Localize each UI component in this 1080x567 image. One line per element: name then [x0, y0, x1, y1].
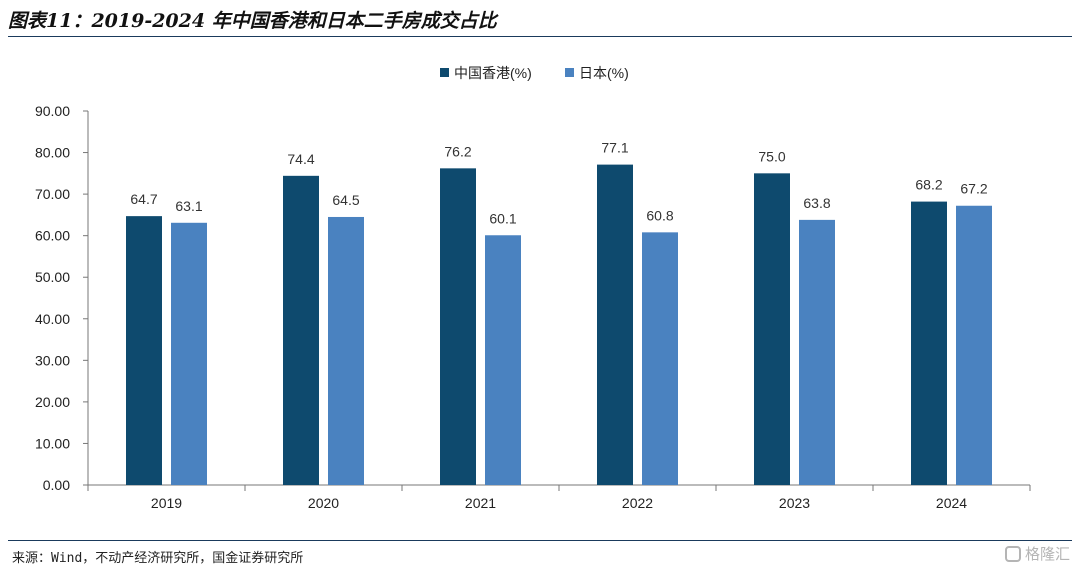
data-label: 68.2 — [915, 177, 942, 193]
y-tick-label: 60.00 — [35, 228, 70, 244]
bar — [328, 216, 364, 485]
bar — [799, 219, 835, 485]
y-tick-label: 70.00 — [35, 186, 70, 202]
bar — [754, 173, 790, 486]
x-tick-label: 2022 — [622, 495, 653, 511]
data-label: 63.1 — [175, 198, 202, 214]
title-divider — [8, 36, 1072, 37]
bar — [911, 201, 947, 485]
watermark-text: 格隆汇 — [1024, 545, 1070, 563]
bar — [597, 164, 633, 485]
bar — [485, 235, 521, 485]
y-tick-label: 30.00 — [35, 352, 70, 368]
data-label: 67.2 — [960, 181, 987, 197]
bar — [642, 232, 678, 485]
x-tick-label: 2020 — [308, 495, 339, 511]
bar-chart: 0.00 10.00 20.00 30.00 40.00 50.00 60.00 70.00 8… — [35, 65, 1031, 511]
legend-label: 中国香港(%) — [454, 65, 532, 81]
y-tick-label: 80.00 — [35, 145, 70, 161]
data-label: 64.5 — [332, 192, 359, 208]
y-tick-label: 90.00 — [35, 103, 70, 119]
data-label: 60.8 — [646, 207, 673, 223]
data-label: 75.0 — [758, 148, 785, 164]
bar — [440, 168, 476, 485]
chart-title: 图表11：2019-2024 年中国香港和日本二手房成交占比 — [8, 10, 497, 32]
data-label: 64.7 — [130, 191, 157, 207]
y-tick-label: 50.00 — [35, 269, 70, 285]
footer-divider — [8, 540, 1072, 541]
data-label: 74.4 — [287, 151, 314, 167]
legend-swatch — [565, 68, 574, 77]
y-tick-label: 10.00 — [35, 435, 70, 451]
x-tick-label: 2023 — [779, 495, 810, 511]
bar — [956, 205, 992, 485]
x-tick-label: 2024 — [936, 495, 967, 511]
bar — [283, 175, 319, 485]
watermark-logo-icon — [1004, 546, 1021, 562]
bar — [171, 222, 207, 486]
y-tick-label: 40.00 — [35, 311, 70, 327]
bar — [126, 216, 162, 485]
x-tick-label: 2019 — [151, 495, 182, 511]
legend-label: 日本(%) — [579, 65, 629, 81]
data-label: 63.8 — [803, 195, 830, 211]
source-note: 来源：Wind，不动产经济研究所，国金证券研究所 — [12, 551, 304, 566]
data-label: 60.1 — [489, 210, 516, 226]
title-bar: 图表11：2019-2024 年中国香港和日本二手房成交占比 — [8, 4, 1072, 34]
data-label: 77.1 — [601, 140, 628, 156]
y-tick-label: 20.00 — [35, 394, 70, 410]
x-tick-label: 2021 — [465, 495, 496, 511]
legend-swatch — [440, 68, 449, 77]
y-tick-label: 0.00 — [43, 477, 70, 493]
watermark: 格隆汇 — [1004, 543, 1070, 564]
data-label: 76.2 — [444, 143, 471, 159]
